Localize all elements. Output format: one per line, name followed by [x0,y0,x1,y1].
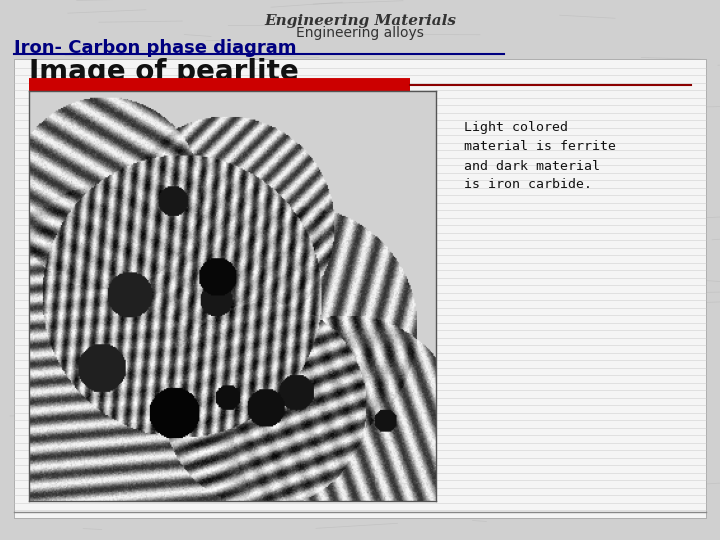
Text: Light colored
material is ferrite
and dark material
is iron carbide.: Light colored material is ferrite and da… [464,122,616,192]
Text: Engineering alloys: Engineering alloys [296,26,424,40]
FancyBboxPatch shape [14,59,706,518]
Text: Engineering Materials: Engineering Materials [264,14,456,28]
Text: Iron- Carbon phase diagram: Iron- Carbon phase diagram [14,39,297,57]
Text: Image of pearlite: Image of pearlite [29,58,299,86]
